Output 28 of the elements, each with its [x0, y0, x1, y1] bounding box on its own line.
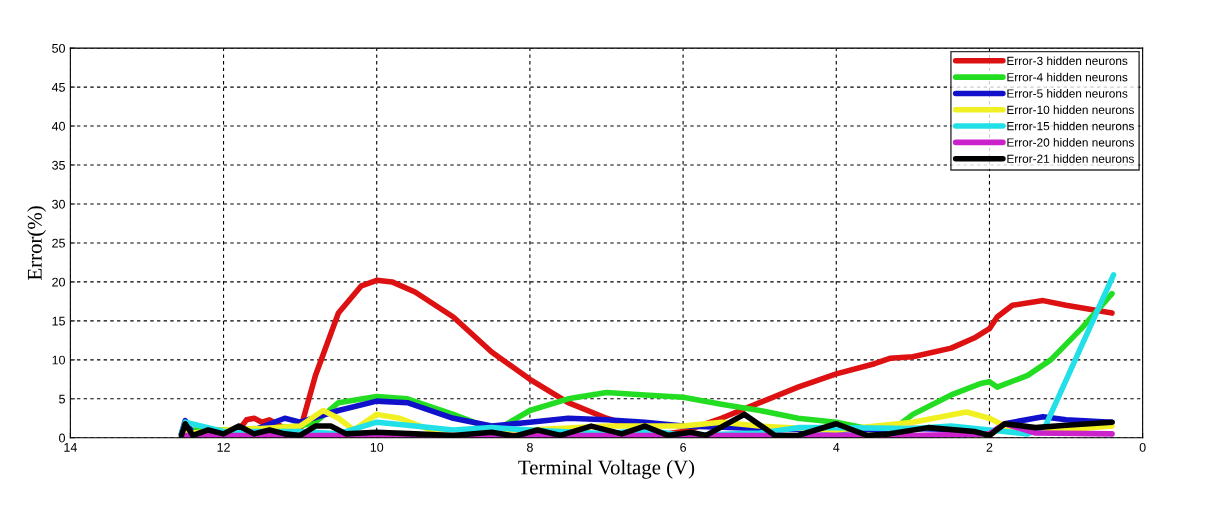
y-tick-label: 25 [52, 238, 65, 248]
legend-label: Error-4 hidden neurons [1007, 72, 1128, 82]
y-tick-label: 45 [51, 83, 65, 92]
x-tick-label: 4 [833, 443, 840, 452]
y-tick-label: 30 [52, 199, 66, 209]
x-tick-label: 12 [217, 442, 230, 452]
y-tick-label: 35 [52, 160, 65, 170]
legend-label: Error-20 hidden neurons [1007, 137, 1134, 147]
legend-label: Error-3 hidden neurons [1007, 56, 1128, 66]
y-tick-label: 50 [52, 43, 66, 53]
x-axis-title: Terminal Voltage (V) [518, 459, 695, 479]
legend-label: Error-10 hidden neurons [1007, 105, 1134, 115]
y-tick-label: 15 [52, 316, 65, 326]
y-tick-label: 5 [59, 394, 65, 404]
y-tick-label: 20 [52, 277, 66, 287]
legend-label: Error-21 hidden neurons [1007, 154, 1134, 163]
y-axis-title: Error(%) [27, 206, 47, 280]
y-tick-label: 0 [59, 433, 65, 443]
x-tick-label: 2 [986, 442, 993, 452]
x-tick-label: 8 [526, 442, 533, 452]
x-tick-label: 10 [370, 442, 384, 452]
x-tick-label: 0 [1139, 442, 1146, 452]
x-tick-label: 6 [680, 442, 687, 452]
legend-label: Error-5 hidden neurons [1007, 89, 1128, 98]
y-tick-label: 40 [51, 121, 66, 131]
y-tick-label: 10 [52, 355, 66, 365]
x-tick-label: 14 [64, 443, 77, 452]
legend-label: Error-15 hidden neurons [1007, 121, 1134, 131]
